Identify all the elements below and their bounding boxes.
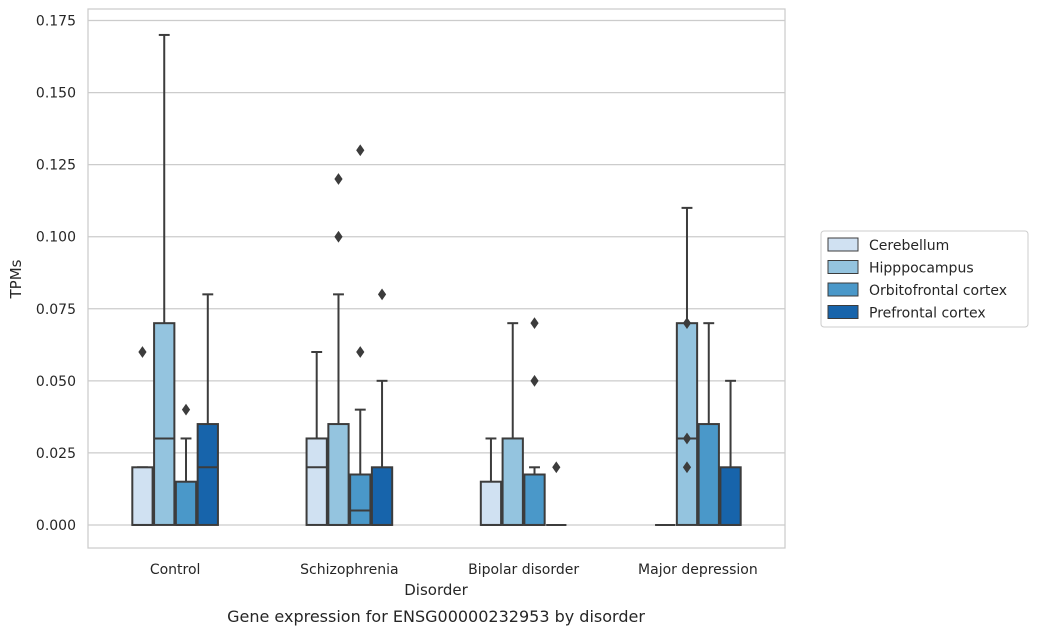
box-body (675, 322, 699, 526)
legend-swatch (827, 282, 859, 297)
outlier-point (377, 288, 387, 301)
box-hipppocampus (327, 173, 350, 526)
box-body (196, 423, 219, 526)
legend-swatch (827, 260, 859, 274)
outlier-point (334, 230, 343, 243)
x-tick-label: Major depression (638, 562, 758, 578)
plot-area-frame (87, 8, 786, 549)
outlier-point (530, 317, 539, 330)
x-tick-labels: Control Schizophrenia Bipolar disorder Majo… (150, 562, 758, 578)
chart-caption: Gene expression for ENSG00000232953 by d… (227, 607, 645, 626)
box-body (349, 473, 372, 526)
y-tick-labels: 0.000 0.025 0.050 0.075 0.100 0.125 0.150 0.175 (36, 14, 76, 534)
box-body (131, 466, 154, 526)
outlier-point (356, 346, 365, 358)
box-body (479, 480, 503, 526)
outlier-point (530, 374, 539, 387)
box-orbitofrontal-cortex (697, 322, 720, 526)
outlier-point (682, 432, 692, 445)
outlier-point (138, 346, 147, 358)
box-body (305, 437, 328, 526)
y-tick-label: 0.075 (36, 302, 76, 318)
legend-items: Cerebellum Hipppocampus Orbitofrontal cort… (827, 237, 1007, 322)
x-tick-label: Control (150, 562, 201, 578)
box-prefrontal-cortex (546, 461, 567, 526)
box-body (501, 437, 524, 526)
box-cerebellum (305, 351, 328, 526)
y-tick-label: 0.150 (36, 86, 76, 102)
legend-frame (820, 230, 1029, 328)
outlier-point (682, 317, 692, 330)
outlier-point (334, 173, 343, 185)
legend-swatch (827, 237, 859, 252)
box-body (719, 466, 742, 526)
box-prefrontal-cortex (370, 288, 394, 526)
box-prefrontal-cortex (196, 293, 219, 526)
outlier-point (356, 144, 365, 157)
box-body (327, 423, 350, 526)
box-orbitofrontal-cortex (174, 403, 198, 526)
y-tick-label: 0.100 (36, 230, 76, 246)
box-hipppocampus (153, 33, 176, 526)
outlier-point (552, 461, 561, 474)
x-axis-label: Disorder (404, 581, 468, 599)
box-cerebellum (479, 437, 503, 526)
box-orbitofrontal-cortex (523, 317, 546, 526)
legend-swatch (827, 305, 859, 319)
legend-label: Prefrontal cortex (869, 306, 986, 322)
box-prefrontal-cortex (719, 379, 742, 526)
x-tick-label: Schizophrenia (300, 562, 398, 578)
box-body (697, 423, 720, 526)
box-body (153, 322, 176, 526)
box-cerebellum (131, 346, 154, 526)
legend-label: Hipppocampus (869, 261, 974, 277)
box-body (174, 480, 198, 526)
box-body (523, 473, 546, 526)
outlier-point (181, 403, 191, 416)
legend-label: Cerebellum (869, 238, 949, 254)
y-tick-label: 0.025 (36, 446, 76, 462)
legend-label: Orbitofrontal cortex (869, 283, 1007, 299)
y-axis-label: TPMs (7, 259, 25, 299)
boxes (131, 33, 742, 526)
legend: Cerebellum Hipppocampus Orbitofrontal cort… (820, 230, 1029, 328)
outlier-point (682, 461, 692, 474)
y-tick-label: 0.050 (36, 374, 76, 390)
y-tick-label: 0.175 (36, 14, 76, 30)
x-tick-label: Bipolar disorder (468, 562, 579, 578)
y-tick-label: 0.125 (36, 158, 76, 174)
y-tick-label: 0.000 (36, 518, 76, 534)
box-hipppocampus (501, 322, 524, 526)
box-orbitofrontal-cortex (349, 144, 372, 526)
box-body (370, 466, 394, 526)
box-hipppocampus (675, 206, 699, 526)
